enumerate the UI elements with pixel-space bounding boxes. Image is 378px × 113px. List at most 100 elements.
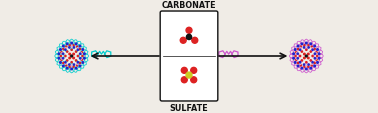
Circle shape <box>310 44 311 45</box>
Circle shape <box>58 53 60 55</box>
Circle shape <box>301 60 302 61</box>
Circle shape <box>82 56 83 57</box>
Circle shape <box>62 53 63 54</box>
Circle shape <box>79 54 81 55</box>
Circle shape <box>71 69 73 70</box>
Circle shape <box>305 69 307 70</box>
Circle shape <box>67 68 68 69</box>
Circle shape <box>304 64 305 66</box>
Circle shape <box>60 62 61 64</box>
Circle shape <box>65 56 66 57</box>
Circle shape <box>301 65 302 66</box>
Circle shape <box>67 60 68 61</box>
Circle shape <box>62 66 64 67</box>
Circle shape <box>318 58 320 60</box>
Circle shape <box>293 53 294 55</box>
Circle shape <box>181 68 187 74</box>
Circle shape <box>65 48 67 49</box>
Circle shape <box>312 56 313 57</box>
Circle shape <box>61 60 62 61</box>
Circle shape <box>314 66 316 67</box>
Circle shape <box>84 58 85 60</box>
Circle shape <box>304 47 305 49</box>
Circle shape <box>66 47 67 48</box>
Circle shape <box>76 60 77 61</box>
Circle shape <box>299 56 301 57</box>
Circle shape <box>296 60 297 61</box>
Circle shape <box>314 54 316 55</box>
Circle shape <box>191 68 197 74</box>
Circle shape <box>314 63 315 64</box>
Circle shape <box>180 38 186 44</box>
Text: CARBONATE: CARBONATE <box>162 1 216 10</box>
Circle shape <box>191 77 197 83</box>
Circle shape <box>62 59 63 60</box>
Circle shape <box>305 43 307 44</box>
Circle shape <box>69 58 70 59</box>
Circle shape <box>62 46 64 47</box>
Circle shape <box>73 58 74 59</box>
Circle shape <box>181 77 187 83</box>
Circle shape <box>301 68 303 69</box>
Circle shape <box>297 54 299 55</box>
Circle shape <box>301 44 303 45</box>
Circle shape <box>305 56 307 57</box>
Circle shape <box>77 62 79 63</box>
Circle shape <box>306 62 307 63</box>
Circle shape <box>311 64 313 65</box>
Circle shape <box>311 65 312 66</box>
Circle shape <box>71 62 72 63</box>
Circle shape <box>308 47 309 49</box>
Circle shape <box>69 45 70 47</box>
Circle shape <box>61 52 62 53</box>
Circle shape <box>63 49 64 50</box>
Circle shape <box>297 66 299 67</box>
Circle shape <box>315 53 316 54</box>
Circle shape <box>186 28 192 34</box>
Circle shape <box>306 66 307 67</box>
Circle shape <box>186 35 192 40</box>
Circle shape <box>71 50 72 51</box>
Circle shape <box>304 45 305 47</box>
Circle shape <box>304 58 305 59</box>
Circle shape <box>294 62 296 64</box>
Circle shape <box>63 63 64 64</box>
Circle shape <box>77 50 79 51</box>
Circle shape <box>81 60 82 61</box>
Circle shape <box>67 52 68 53</box>
Circle shape <box>316 56 318 57</box>
Circle shape <box>62 58 64 59</box>
Circle shape <box>297 58 299 59</box>
Circle shape <box>316 52 317 53</box>
Circle shape <box>312 62 313 63</box>
Circle shape <box>314 46 316 47</box>
Circle shape <box>71 56 73 57</box>
FancyBboxPatch shape <box>160 12 218 101</box>
Circle shape <box>79 49 81 50</box>
Circle shape <box>304 66 305 68</box>
Circle shape <box>306 50 307 51</box>
Circle shape <box>293 58 294 60</box>
Circle shape <box>299 62 301 63</box>
Circle shape <box>296 52 297 53</box>
Circle shape <box>58 58 60 60</box>
Circle shape <box>310 52 311 53</box>
Circle shape <box>308 54 309 55</box>
Circle shape <box>81 52 82 53</box>
Circle shape <box>71 43 73 44</box>
Circle shape <box>316 60 317 61</box>
Circle shape <box>79 66 81 67</box>
Circle shape <box>295 56 296 57</box>
Circle shape <box>192 38 198 44</box>
Circle shape <box>186 72 192 78</box>
Circle shape <box>73 66 74 68</box>
Circle shape <box>69 47 70 49</box>
Circle shape <box>82 49 84 51</box>
Circle shape <box>79 63 81 64</box>
Circle shape <box>79 46 81 47</box>
Circle shape <box>297 46 299 47</box>
Circle shape <box>77 56 79 57</box>
Circle shape <box>69 54 70 55</box>
Circle shape <box>310 60 311 61</box>
Circle shape <box>75 68 77 69</box>
